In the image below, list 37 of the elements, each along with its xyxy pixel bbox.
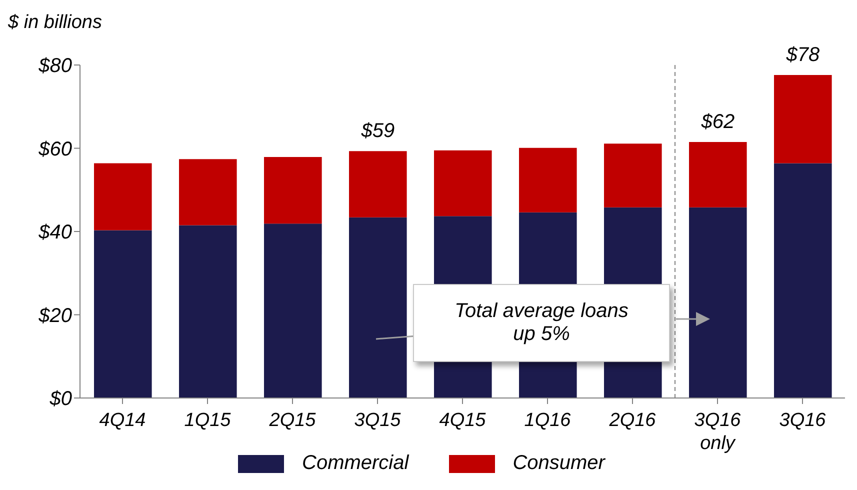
y-tick-label: $60	[38, 138, 72, 160]
bar	[94, 163, 152, 230]
bar	[349, 151, 407, 218]
bar	[434, 150, 492, 216]
bar	[349, 217, 407, 398]
y-tick-label: $20	[38, 304, 72, 327]
total-label: $78	[785, 44, 820, 66]
bar	[604, 144, 662, 208]
bar	[689, 207, 747, 398]
y-tick-label: $0	[48, 388, 72, 410]
x-tick-label: 3Q16 only	[694, 410, 742, 454]
x-tick-label: 3Q16	[779, 410, 826, 431]
bar	[689, 142, 747, 208]
y-tick-label: $80	[38, 55, 72, 78]
bar	[519, 148, 577, 212]
y-axis-title: $ in billions	[8, 12, 102, 34]
x-tick-label: 2Q16	[608, 410, 656, 431]
bar	[179, 159, 237, 226]
annotation: Total average loans up 5%	[454, 300, 630, 346]
legend-label: Consumer	[512, 452, 605, 475]
x-tick-label: 2Q15	[268, 410, 316, 431]
bar	[264, 224, 322, 398]
bar	[94, 230, 152, 398]
callout-box: Total average loans up 5%	[413, 284, 670, 362]
x-tick-label: 1Q16	[524, 410, 572, 431]
y-tick-label: $40	[38, 222, 72, 244]
bar	[179, 225, 237, 398]
bar	[774, 163, 832, 398]
bar	[774, 74, 832, 164]
legend-label: Commercial	[302, 452, 409, 475]
x-tick-label: 4Q14	[99, 410, 146, 431]
x-tick-label: 3Q15	[354, 410, 402, 431]
x-tick-label: 1Q15	[184, 410, 232, 431]
x-tick-label: 4Q15	[439, 410, 486, 431]
total-label: $59	[360, 120, 395, 142]
bar	[264, 156, 322, 224]
total-label: $62	[700, 111, 735, 134]
